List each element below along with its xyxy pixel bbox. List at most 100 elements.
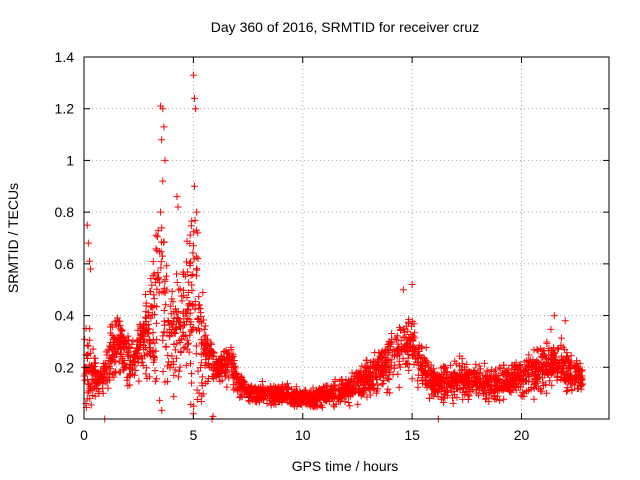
data-point: [168, 287, 176, 295]
data-point: [434, 393, 442, 401]
data-point: [458, 378, 466, 386]
y-tick-label: 0.2: [55, 359, 75, 375]
data-point: [408, 375, 416, 383]
data-point: [216, 377, 224, 385]
data-point: [313, 388, 321, 396]
data-point: [525, 373, 533, 381]
data-point: [188, 217, 196, 225]
data-point: [522, 377, 530, 385]
data-point: [534, 347, 542, 355]
data-point: [381, 346, 389, 354]
data-point: [174, 203, 182, 211]
data-point: [392, 336, 400, 344]
data-point: [105, 346, 113, 354]
data-point: [205, 363, 213, 371]
data-point: [475, 376, 483, 384]
data-point: [335, 392, 343, 400]
data-point: [492, 396, 500, 404]
data-point: [448, 378, 456, 386]
data-point: [496, 397, 504, 405]
data-point: [151, 377, 159, 385]
data-point: [508, 369, 516, 377]
data-point: [451, 391, 459, 399]
data-point: [168, 321, 176, 329]
data-point: [115, 317, 123, 325]
data-point: [437, 384, 445, 392]
data-point: [323, 390, 331, 398]
data-point: [428, 390, 436, 398]
data-point: [198, 382, 206, 390]
data-point: [170, 340, 178, 348]
data-point: [187, 318, 195, 326]
data-point: [104, 384, 112, 392]
data-point: [431, 368, 439, 376]
data-point: [243, 389, 251, 397]
data-point: [125, 336, 133, 344]
data-point: [346, 402, 354, 410]
data-point: [194, 367, 202, 375]
data-point: [437, 375, 445, 383]
data-point: [167, 360, 175, 368]
data-point: [245, 397, 253, 405]
data-point: [403, 322, 411, 330]
data-point: [189, 325, 197, 333]
data-point: [171, 366, 179, 374]
data-point: [92, 384, 100, 392]
data-point: [161, 321, 169, 329]
data-points: [80, 71, 586, 423]
data-point: [160, 307, 168, 315]
data-point: [170, 314, 178, 322]
data-point: [211, 364, 219, 372]
data-point: [542, 367, 550, 375]
data-point: [418, 374, 426, 382]
data-point: [507, 388, 515, 396]
data-point: [232, 374, 240, 382]
data-point: [190, 242, 198, 250]
data-point: [440, 362, 448, 370]
data-point: [381, 361, 389, 369]
data-point: [195, 293, 203, 301]
data-point: [171, 346, 179, 354]
data-point: [89, 345, 97, 353]
data-point: [540, 347, 548, 355]
data-point: [190, 255, 198, 263]
data-point: [84, 342, 92, 350]
data-point: [151, 278, 159, 286]
data-point: [247, 384, 255, 392]
data-point: [547, 360, 555, 368]
data-point: [554, 345, 562, 353]
data-point: [394, 340, 402, 348]
data-point: [136, 353, 144, 361]
data-point: [206, 352, 214, 360]
data-point: [185, 278, 193, 286]
data-point: [108, 323, 116, 331]
data-point: [553, 376, 561, 384]
data-point: [189, 71, 197, 79]
data-point: [86, 395, 94, 403]
data-point: [84, 239, 92, 247]
data-point: [170, 393, 178, 401]
data-point: [164, 316, 172, 324]
data-point: [188, 287, 196, 295]
data-point: [571, 362, 579, 370]
data-point: [434, 388, 442, 396]
data-point: [494, 386, 502, 394]
data-point: [312, 397, 320, 405]
data-point: [338, 377, 346, 385]
data-point: [108, 353, 116, 361]
data-point: [376, 355, 384, 363]
data-point: [149, 329, 157, 337]
data-point: [381, 357, 389, 365]
data-point: [491, 392, 499, 400]
data-point: [185, 339, 193, 347]
data-point: [198, 373, 206, 381]
data-point: [171, 329, 179, 337]
data-point: [143, 351, 151, 359]
data-point: [465, 370, 473, 378]
data-point: [147, 287, 155, 295]
data-point: [161, 378, 169, 386]
data-point: [84, 355, 92, 363]
data-point: [153, 233, 161, 241]
data-point: [414, 377, 422, 385]
data-point: [224, 363, 232, 371]
